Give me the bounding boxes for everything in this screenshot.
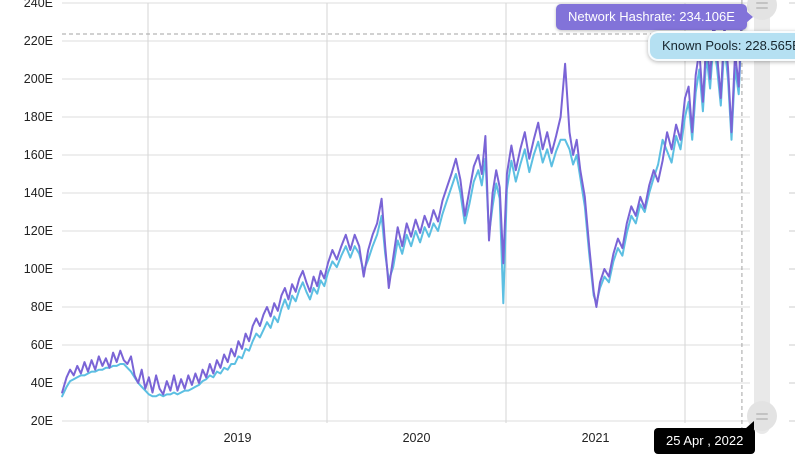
y-axis-tick-label: 200E — [24, 72, 53, 86]
drag-handle-icon — [756, 1, 768, 4]
hover-date-label: 25 Apr , 2022 — [666, 433, 744, 448]
x-axis-tick-label: 2021 — [582, 431, 610, 445]
series-line-network-hashrate — [61, 13, 743, 396]
x-axis-tick-label: 2020 — [403, 431, 431, 445]
y-axis-tick-label: 160E — [24, 148, 53, 162]
x-axis-tick-label: 2019 — [224, 431, 252, 445]
y-axis-tick-label: 180E — [24, 110, 53, 124]
y-axis-tick-label: 120E — [24, 224, 53, 238]
y-axis-tick-label: 140E — [24, 186, 53, 200]
tooltip-pointer — [745, 421, 755, 429]
drag-handle-icon — [756, 412, 768, 415]
y-axis-tick-label: 80E — [31, 300, 53, 314]
hover-date-tooltip: 25 Apr , 2022 — [654, 421, 756, 454]
known-pools-tooltip-label: Known Pools: 228.565E — [662, 38, 795, 53]
known-pools-tooltip: Known Pools: 228.565E — [648, 31, 795, 61]
y-axis-tick-label: 100E — [24, 262, 53, 276]
network-hashrate-tooltip: Network Hashrate: 234.106E — [556, 4, 753, 30]
vertical-zoom-slider-track[interactable] — [754, 0, 770, 434]
tooltip-pointer — [745, 11, 753, 23]
y-axis-tick-label: 20E — [31, 414, 53, 428]
y-axis-tick-label: 220E — [24, 34, 53, 48]
y-axis-tick-label: 40E — [31, 376, 53, 390]
series-line-known-pools — [61, 23, 743, 398]
y-axis-tick-label: 240E — [24, 0, 53, 10]
y-axis-tick-label: 60E — [31, 338, 53, 352]
drag-handle-icon — [756, 6, 768, 9]
drag-handle-icon — [756, 417, 768, 420]
network-hashrate-tooltip-label: Network Hashrate: 234.106E — [568, 9, 735, 24]
slider-top-handle[interactable] — [747, 0, 777, 20]
